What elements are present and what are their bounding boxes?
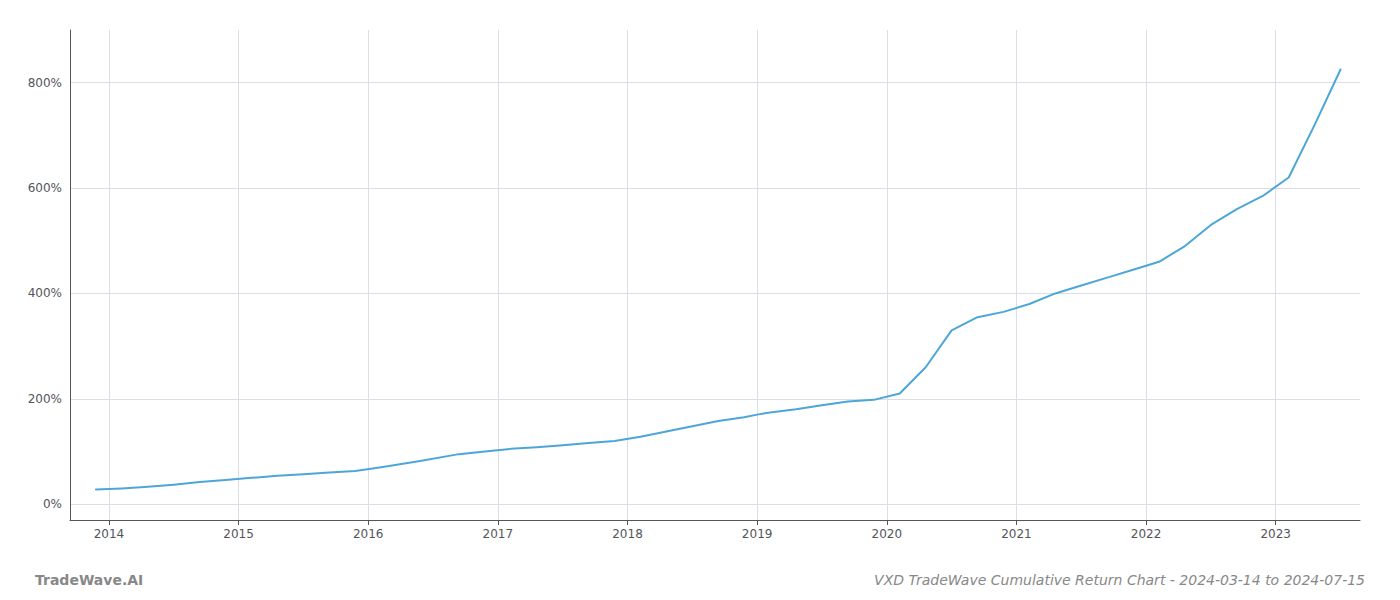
- svg-text:2014: 2014: [94, 527, 125, 541]
- svg-text:2023: 2023: [1260, 527, 1291, 541]
- svg-text:0%: 0%: [43, 497, 62, 511]
- svg-text:VXD TradeWave Cumulative Retur: VXD TradeWave Cumulative Return Chart - …: [874, 572, 1365, 588]
- svg-text:2016: 2016: [353, 527, 384, 541]
- svg-text:2015: 2015: [223, 527, 254, 541]
- svg-text:2021: 2021: [1001, 527, 1032, 541]
- svg-text:800%: 800%: [28, 76, 62, 90]
- svg-text:400%: 400%: [28, 286, 62, 300]
- svg-text:2019: 2019: [742, 527, 773, 541]
- svg-text:200%: 200%: [28, 392, 62, 406]
- svg-text:2022: 2022: [1131, 527, 1162, 541]
- svg-text:2020: 2020: [872, 527, 903, 541]
- svg-text:2018: 2018: [612, 527, 643, 541]
- svg-text:600%: 600%: [28, 181, 62, 195]
- svg-text:TradeWave.AI: TradeWave.AI: [35, 572, 143, 588]
- svg-text:2017: 2017: [483, 527, 514, 541]
